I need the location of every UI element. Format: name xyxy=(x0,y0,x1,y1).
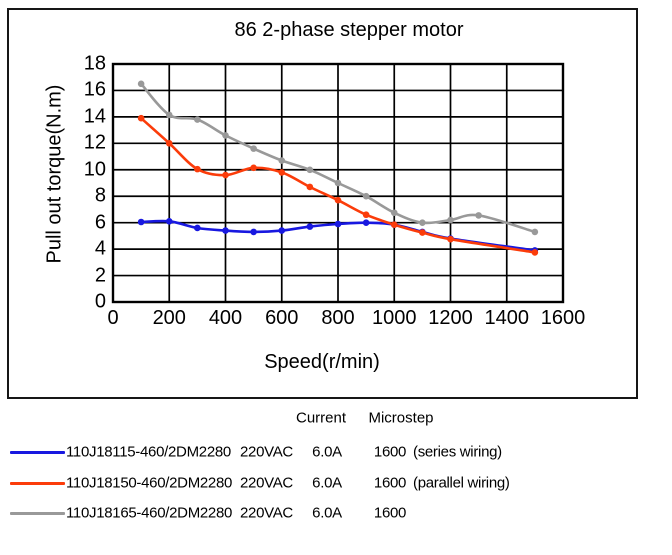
data-point xyxy=(306,183,314,191)
data-point xyxy=(165,218,173,225)
y-tick-label: 18 xyxy=(83,52,106,75)
data-point xyxy=(531,228,539,236)
x-tick-label: 800 xyxy=(321,307,355,329)
x-tick-label: 1600 xyxy=(540,307,586,329)
data-point xyxy=(278,157,286,164)
data-point xyxy=(447,216,454,224)
data-point xyxy=(334,179,342,187)
data-point xyxy=(306,223,314,230)
y-tick-label: 6 xyxy=(94,211,106,234)
y-tick-label: 12 xyxy=(83,131,106,154)
data-point xyxy=(250,145,257,152)
data-point xyxy=(419,219,426,226)
legend-line xyxy=(10,511,65,515)
legend-note: (parallel wiring) xyxy=(413,474,510,492)
legend-header-microstep: Microstep xyxy=(368,409,434,427)
data-point xyxy=(194,116,201,123)
legend-voltage: 220VAC xyxy=(240,504,293,522)
data-point xyxy=(362,219,370,226)
data-point xyxy=(250,228,257,236)
data-point xyxy=(165,140,173,147)
y-tick-label: 0 xyxy=(94,290,106,313)
legend-microstep: 1600 xyxy=(373,504,407,522)
legend-current: 6.0A xyxy=(312,474,342,492)
legend-voltage: 220VAC xyxy=(240,443,293,461)
data-point xyxy=(194,224,201,232)
y-tick-label: 16 xyxy=(83,78,106,101)
data-point xyxy=(447,235,454,243)
legend-microstep: 1600 xyxy=(373,443,407,461)
data-point xyxy=(194,165,201,173)
data-point xyxy=(390,221,398,228)
data-point xyxy=(334,196,342,204)
legend-microstep: 1600 xyxy=(373,474,407,492)
data-point xyxy=(475,212,482,219)
x-tick-label: 1400 xyxy=(484,307,530,329)
x-axis-label: Speed(r/min) xyxy=(264,351,380,373)
data-point xyxy=(334,220,342,228)
legend-current: 6.0A xyxy=(312,504,342,522)
plot-border xyxy=(111,62,565,304)
y-tick-label: 14 xyxy=(83,105,106,128)
legend-model: 110J18165-460/2DM2280 xyxy=(66,504,233,522)
legend-note: (series wiring) xyxy=(413,443,502,461)
data-point xyxy=(390,209,398,217)
y-tick-label: 4 xyxy=(94,237,106,260)
data-point xyxy=(165,111,173,119)
x-tick-label: 400 xyxy=(208,307,243,329)
y-tick-label: 10 xyxy=(83,158,106,181)
plot-area xyxy=(111,62,565,304)
x-tick-label: 1000 xyxy=(372,307,417,329)
y-tick-label: 8 xyxy=(94,184,106,207)
data-point xyxy=(278,227,286,234)
data-point xyxy=(419,229,426,236)
x-tick-label: 0 xyxy=(107,307,119,329)
x-tick-label: 200 xyxy=(152,307,186,329)
data-point xyxy=(222,132,229,139)
data-point xyxy=(306,166,314,174)
x-tick-label: 1200 xyxy=(428,307,473,329)
data-point xyxy=(137,114,145,122)
legend-line xyxy=(10,450,65,454)
data-point xyxy=(222,227,229,234)
data-point xyxy=(531,249,539,256)
data-point xyxy=(137,218,145,226)
data-point xyxy=(250,164,257,172)
data-point xyxy=(362,192,370,200)
legend-current: 6.0A xyxy=(312,443,342,461)
legend-model: 110J18150-460/2DM2280 xyxy=(66,474,233,492)
data-point xyxy=(362,211,370,219)
chart-title: 86 2-phase stepper motor xyxy=(234,19,464,41)
y-tick-label: 2 xyxy=(94,264,106,287)
legend-voltage: 220VAC xyxy=(240,474,293,492)
data-point xyxy=(222,171,229,179)
data-point xyxy=(137,80,145,88)
x-tick-label: 600 xyxy=(265,307,299,329)
data-point xyxy=(278,169,286,176)
legend-model: 110J18115-460/2DM2280 xyxy=(66,443,231,461)
legend-line xyxy=(10,481,65,485)
legend-header-current: Current xyxy=(295,409,347,427)
